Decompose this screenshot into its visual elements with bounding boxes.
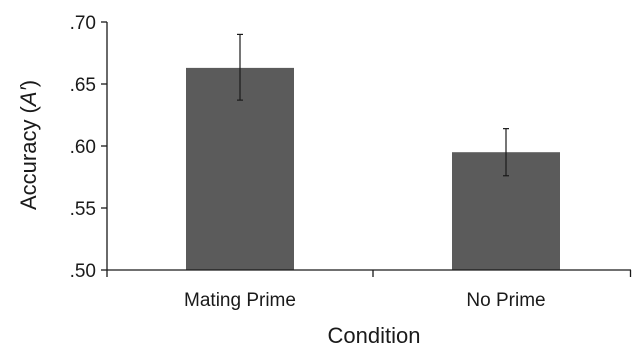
x-labels-group: Mating Prime No Prime [184, 290, 546, 311]
x-ticks-group [106, 270, 632, 277]
y-tick-label: .55 [70, 199, 96, 220]
bar [186, 67, 294, 270]
x-axis-title: Condition [328, 323, 421, 348]
x-category-label: No Prime [466, 290, 545, 311]
bars-group [186, 67, 560, 270]
y-tick-label: .70 [70, 13, 96, 34]
y-ticks-group: .50 .55 .60 .65 .70 [70, 13, 107, 282]
y-axis-title-prefix: Accuracy ( [16, 105, 41, 210]
y-axis-title-suffix: ) [16, 80, 41, 87]
x-category-label: Mating Prime [184, 290, 296, 311]
y-axis-title-symbol: A′ [16, 86, 41, 108]
y-axis-title: Accuracy (A′) [16, 80, 41, 210]
y-tick-label: .50 [70, 261, 96, 282]
error-bars-group [237, 33, 509, 177]
y-tick-label: .60 [70, 137, 96, 158]
y-tick-label: .65 [70, 75, 96, 96]
